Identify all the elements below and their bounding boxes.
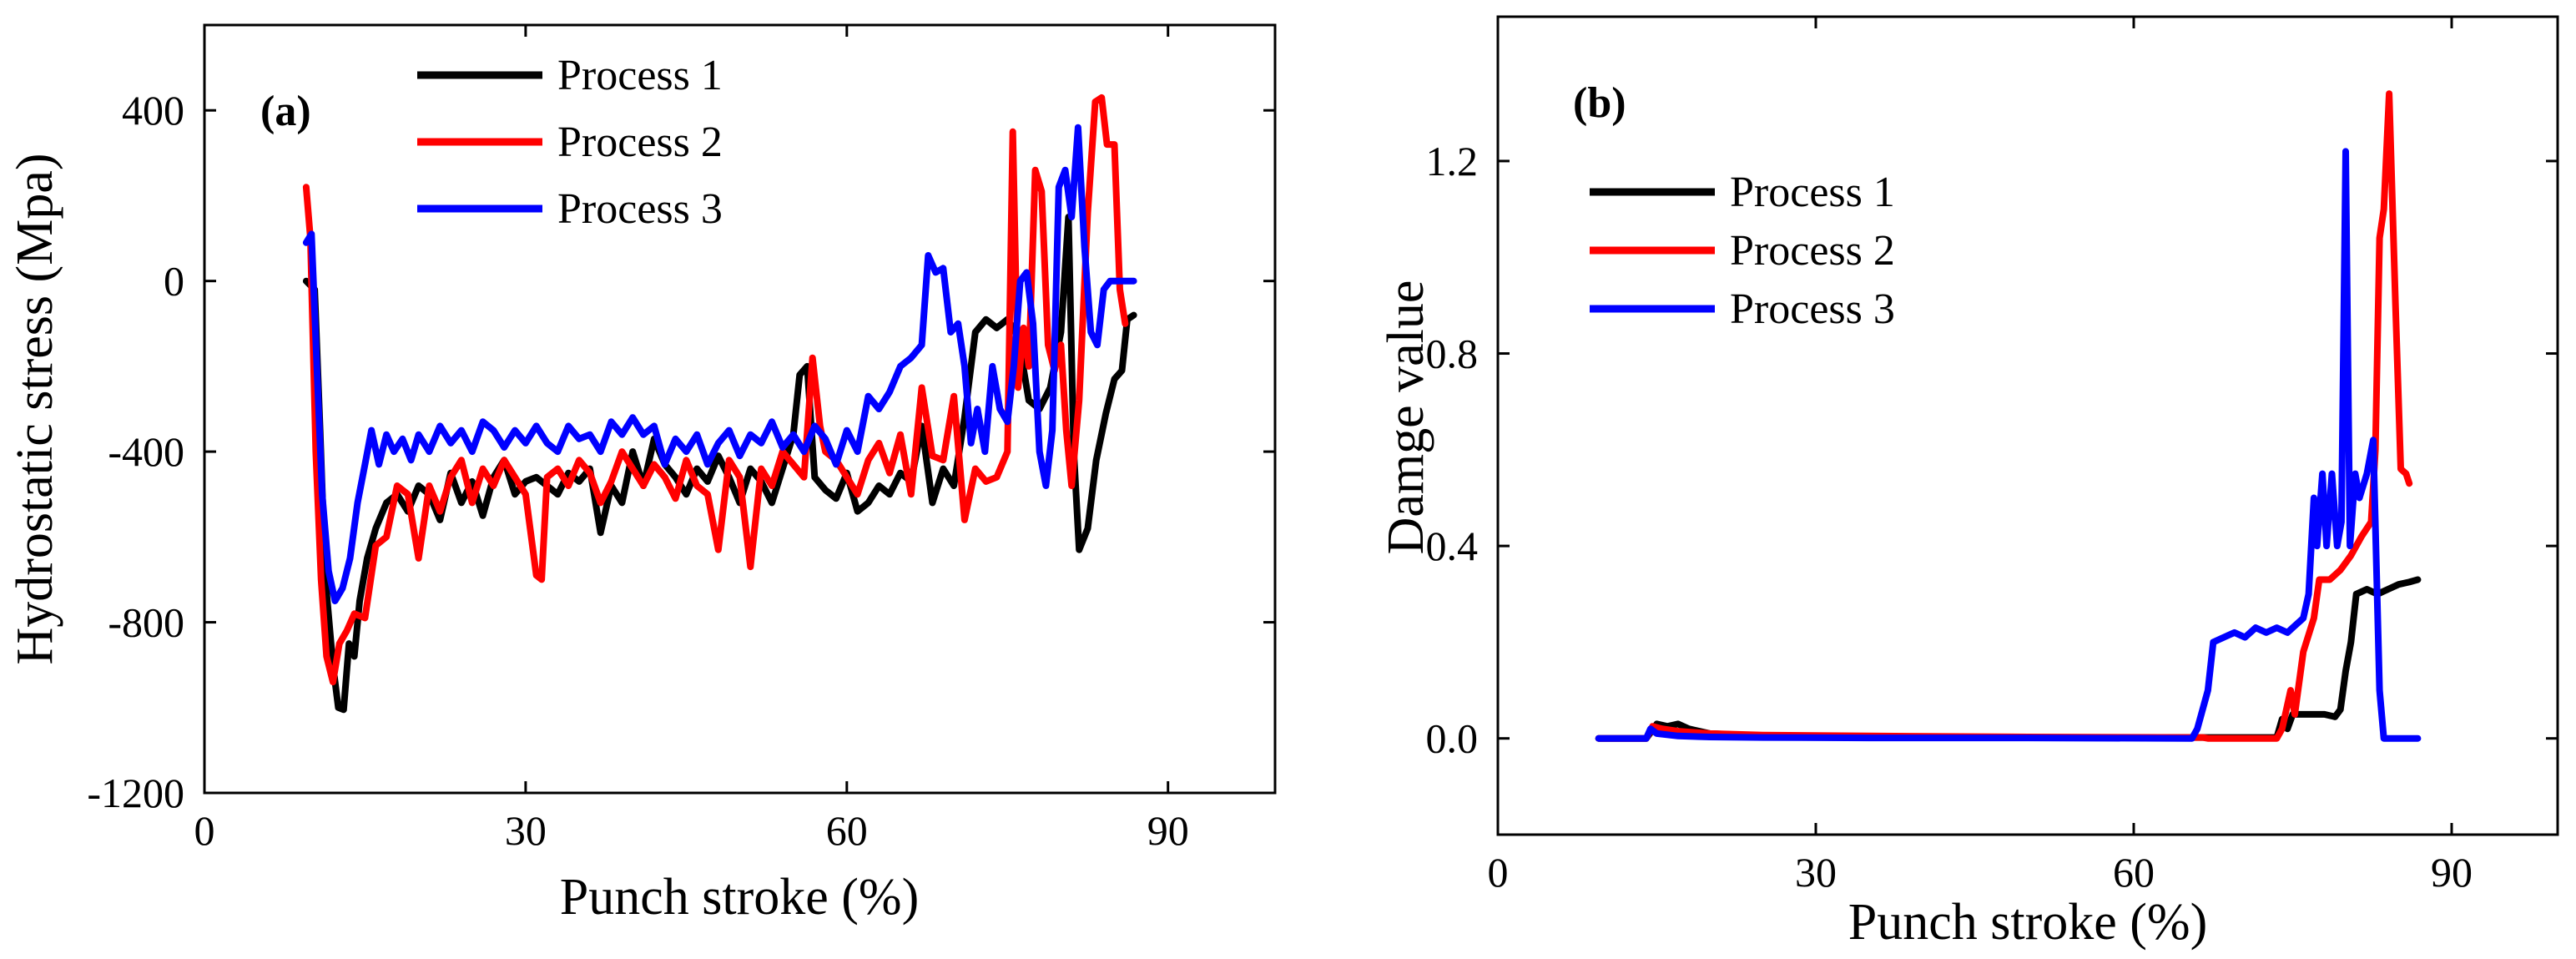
panel-b-y-axis-title: Damge value — [1378, 280, 1434, 555]
panel-a-plot-frame — [203, 23, 1277, 795]
panel-a-x-tick-label: 90 — [1147, 807, 1189, 854]
panel-a-legend-label: Process 2 — [557, 119, 723, 166]
panel-b-plot-frame — [1496, 15, 2559, 836]
panel-b-legend-label: Process 3 — [1730, 285, 1895, 333]
panel-a-series-process-2 — [302, 93, 1129, 686]
panel-a-y-tick-label: 400 — [122, 87, 184, 134]
panel-a-x-axis-title: Punch stroke (%) — [560, 869, 919, 926]
panel-b-x-tick-label: 30 — [1795, 849, 1837, 896]
panel-a-x-tick-label: 30 — [505, 807, 547, 854]
panel-a-legend: Process 1 Process 2 Process 3 — [417, 52, 723, 233]
panel-a-ticks: 0 30 60 90 -1200 -800 -400 0 400 — [87, 25, 1275, 854]
panel-b-x-tick-label: 60 — [2113, 849, 2155, 896]
panel-a-legend-label: Process 3 — [557, 185, 723, 233]
panel-a-y-tick-label: 0 — [164, 258, 184, 305]
panel-b-legend-label: Process 1 — [1730, 169, 1895, 216]
panel-b-damage-value-chart: 0 30 60 90 0.0 0.4 0.8 1.2 (b) Punch stroke (%)… — [1378, 15, 2559, 951]
panel-a-y-axis-title: Hydrostatic stress (Mpa) — [7, 154, 63, 665]
panel-a-x-tick-label: 0 — [194, 807, 215, 854]
panel-b-y-tick-label: 0.4 — [1426, 522, 1479, 569]
panel-a-series-process-3 — [302, 124, 1137, 604]
panel-b-y-tick-label: 0.8 — [1426, 331, 1479, 377]
panel-a-hydrostatic-stress-chart: 0 30 60 90 -1200 -800 -400 0 400 (a) Punch strok… — [7, 23, 1277, 926]
panel-b-x-axis-title: Punch stroke (%) — [1848, 894, 2207, 951]
panel-a-legend-label: Process 1 — [557, 52, 723, 99]
panel-a-y-tick-label: -400 — [108, 428, 184, 475]
panel-a-label: (a) — [260, 88, 311, 135]
panel-b-x-tick-label: 90 — [2431, 849, 2473, 896]
panel-b-legend-label: Process 2 — [1730, 227, 1895, 275]
panel-b-y-tick-label: 0.0 — [1426, 715, 1479, 762]
panel-a-y-tick-label: -1200 — [87, 770, 184, 816]
panel-a-x-tick-label: 60 — [826, 807, 868, 854]
panel-a-y-tick-label: -800 — [108, 599, 184, 646]
panel-b-legend: Process 1 Process 2 Process 3 — [1590, 169, 1895, 333]
panel-a-series — [302, 93, 1137, 714]
panel-b-x-tick-label: 0 — [1488, 849, 1509, 896]
panel-b-series-process-3 — [1595, 148, 2422, 742]
panel-b-series — [1595, 90, 2422, 742]
panel-b-y-tick-label: 1.2 — [1426, 138, 1479, 184]
panel-b-ticks: 0 30 60 90 0.0 0.4 0.8 1.2 — [1426, 17, 2558, 896]
panel-b-series-process-2 — [1595, 90, 2413, 742]
panel-b-label: (b) — [1573, 79, 1626, 127]
